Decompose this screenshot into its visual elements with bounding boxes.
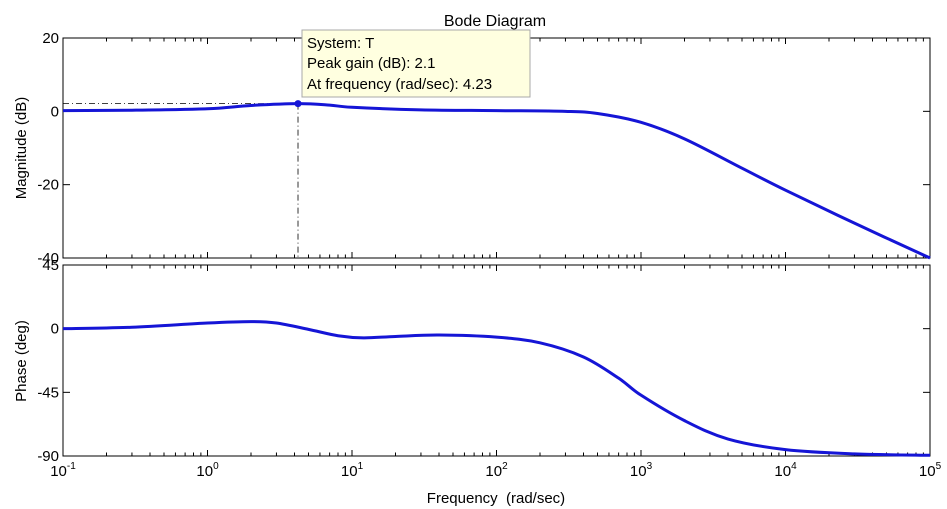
datatip-peak-gain: Peak gain (dB): 2.1 <box>307 55 435 72</box>
x-tick-exponent: -1 <box>67 461 76 472</box>
x-tick-base: 10 <box>919 463 936 480</box>
datatip-box <box>301 29 531 98</box>
phase-series-line <box>62 320 931 457</box>
magnitude-series-line <box>62 102 931 260</box>
x-tick-base: 10 <box>196 463 213 480</box>
phase-y-axis-label: Phase (deg) <box>13 320 30 402</box>
phase-panel: 45 0 -45 -90 Phase (deg) <box>13 257 931 465</box>
y-tick-label: -90 <box>37 448 59 465</box>
x-tick-label: 104 <box>774 461 797 480</box>
x-tick-exponent: 2 <box>502 461 508 472</box>
x-tick-exponent: 3 <box>647 461 653 472</box>
x-tick-base: 10 <box>774 463 791 480</box>
x-tick-exponent: 1 <box>358 461 364 472</box>
phase-plot-frame <box>62 264 931 457</box>
magnitude-y-tick-labels: 20 0 -20 -40 <box>37 30 59 267</box>
magnitude-y-axis-label: Magnitude (dB) <box>13 97 30 200</box>
x-tick-label: 102 <box>485 461 508 480</box>
y-tick-label: 0 <box>51 321 59 338</box>
x-tick-exponent: 4 <box>791 461 797 472</box>
datatip-system: System: T <box>307 35 374 52</box>
phase-y-tick-labels: 45 0 -45 -90 <box>37 257 59 465</box>
y-tick-label: -45 <box>37 384 59 401</box>
x-tick-base: 10 <box>50 463 67 480</box>
x-tick-exponent: 5 <box>936 461 942 472</box>
x-tick-label: 105 <box>919 461 942 480</box>
y-tick-label: 45 <box>42 257 59 274</box>
phase-x-ticks <box>62 265 924 456</box>
x-tick-label: 103 <box>630 461 653 480</box>
datatip-frequency: At frequency (rad/sec): 4.23 <box>307 76 492 93</box>
x-tick-label: 101 <box>341 461 364 480</box>
x-tick-base: 10 <box>485 463 502 480</box>
chart-title: Bode Diagram <box>444 13 546 30</box>
y-tick-label: 20 <box>42 30 59 47</box>
x-tick-label: 10-1 <box>50 461 76 480</box>
peak-datatip[interactable]: System: T Peak gain (dB): 2.1 At frequen… <box>301 29 531 98</box>
x-axis-label: Frequency (rad/sec) <box>427 490 565 507</box>
y-tick-label: -40 <box>37 250 59 267</box>
y-tick-label: 0 <box>51 103 59 120</box>
x-tick-base: 10 <box>630 463 647 480</box>
y-tick-label: -20 <box>37 177 59 194</box>
peak-marker[interactable] <box>294 100 302 108</box>
x-tick-label: 100 <box>196 461 219 480</box>
x-tick-base: 10 <box>341 463 358 480</box>
x-tick-exponent: 0 <box>213 461 219 472</box>
x-tick-labels: 10-1 100 101 102 103 104 105 <box>50 461 941 480</box>
